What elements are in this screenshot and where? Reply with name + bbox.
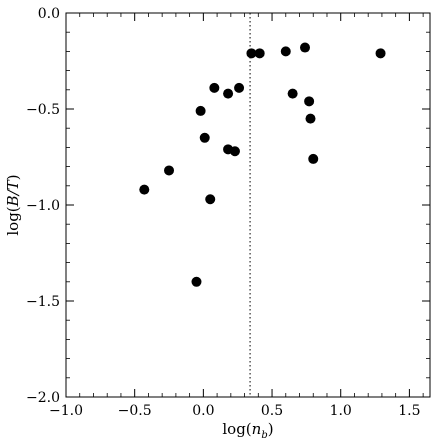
data-point bbox=[209, 82, 220, 93]
data-point bbox=[375, 48, 386, 59]
y-axis-label: log(B/T) bbox=[4, 174, 22, 235]
data-point bbox=[223, 88, 234, 99]
x-axis-label-close: ) bbox=[268, 420, 274, 438]
x-tick-label: −1.0 bbox=[49, 403, 83, 419]
data-point bbox=[195, 105, 206, 116]
data-point bbox=[205, 194, 216, 205]
y-tick-label: −0.5 bbox=[26, 102, 60, 118]
data-point bbox=[139, 184, 150, 195]
plot-frame bbox=[65, 12, 431, 398]
x-axis-label-subscript: b bbox=[261, 430, 267, 441]
x-tick-label: 0.5 bbox=[261, 403, 283, 419]
y-tick-label: −1.5 bbox=[26, 294, 60, 310]
y-axis-label-log: log( bbox=[4, 206, 22, 235]
data-point bbox=[246, 48, 257, 59]
data-point bbox=[199, 132, 210, 143]
y-tick-label: −2.0 bbox=[26, 390, 60, 406]
y-axis-label-close: ) bbox=[4, 174, 22, 180]
x-tick-label: 1.5 bbox=[398, 403, 420, 419]
data-point bbox=[308, 153, 319, 164]
data-point bbox=[229, 146, 240, 157]
data-point bbox=[164, 165, 175, 176]
data-point bbox=[287, 88, 298, 99]
y-axis-label-ratio: B/T bbox=[4, 179, 22, 207]
data-point bbox=[305, 113, 316, 124]
x-axis-label-n: n bbox=[252, 420, 262, 438]
x-tick-label: 0.0 bbox=[192, 403, 214, 419]
data-point bbox=[304, 96, 315, 107]
data-point bbox=[234, 82, 245, 93]
x-axis-label-log: log( bbox=[222, 420, 251, 438]
data-point bbox=[300, 42, 311, 53]
y-tick-label: −1.0 bbox=[26, 198, 60, 214]
data-point bbox=[254, 48, 265, 59]
x-tick-label: −0.5 bbox=[118, 403, 152, 419]
x-axis-label: log(nb) bbox=[222, 420, 273, 441]
data-point bbox=[280, 46, 291, 57]
y-tick-label: 0.0 bbox=[38, 6, 60, 22]
x-tick-label: 1.0 bbox=[330, 403, 352, 419]
data-point bbox=[191, 276, 202, 287]
